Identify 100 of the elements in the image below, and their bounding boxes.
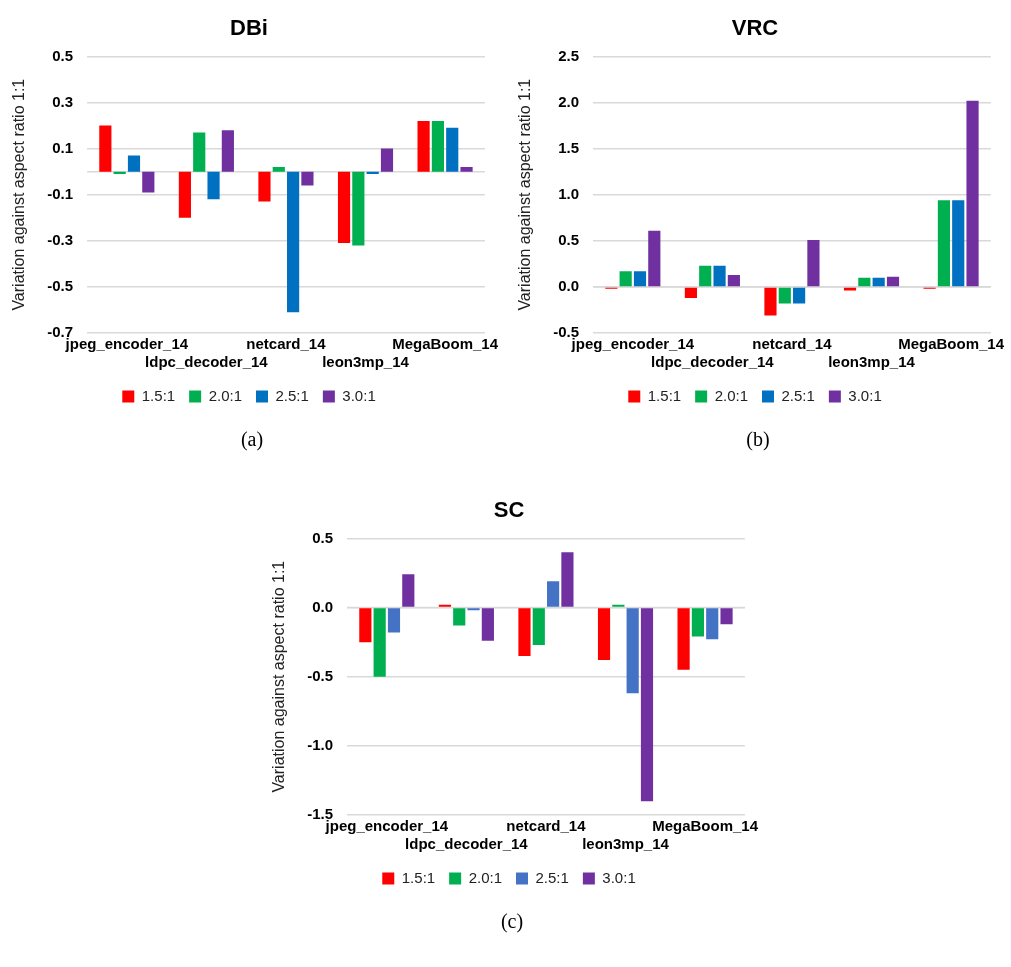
legend-label: 2.5:1 (781, 386, 815, 404)
y-tick-label: -0.3 (47, 230, 74, 248)
bar (966, 100, 979, 287)
bar (561, 552, 574, 607)
bar (99, 125, 112, 172)
x-tick-label: netcard_14 (506, 817, 587, 835)
x-tick-label: netcard_14 (752, 335, 833, 353)
y-tick-label: 0.0 (558, 277, 580, 295)
x-tick-label: leon3mp_14 (582, 835, 670, 853)
bar (633, 271, 647, 287)
chart-title: SC (493, 497, 525, 523)
bar (380, 148, 394, 172)
bar (431, 120, 444, 172)
y-tick-label: -0.7 (47, 323, 74, 341)
bar (467, 608, 480, 611)
bar (142, 171, 155, 193)
legend-label: 2.0:1 (208, 386, 243, 404)
x-tick-label: leon3mp_14 (828, 353, 916, 371)
legend-label: 1.5:1 (401, 868, 436, 886)
legend-label: 1.5:1 (141, 386, 176, 404)
y-tick-label: 1.0 (558, 184, 580, 202)
bar (699, 265, 712, 287)
bar (807, 239, 820, 287)
y-tick-label: -0.5 (553, 323, 580, 341)
x-tick-label: leon3mp_14 (322, 353, 410, 371)
bar (597, 608, 611, 661)
bar (518, 608, 531, 656)
bar (207, 171, 220, 200)
bar (127, 155, 141, 172)
x-tick-label: ldpc_decoder_14 (651, 353, 775, 371)
bar (337, 171, 351, 244)
text: (b) (745, 428, 771, 451)
bar (843, 287, 857, 291)
y-tick-label: 2.5 (558, 46, 580, 64)
x-tick-label: MegaBoom_14 (652, 817, 759, 835)
legend-label: 2.5:1 (535, 868, 569, 886)
y-tick-label: -1.0 (307, 735, 334, 753)
x-tick-label: netcard_14 (246, 335, 327, 353)
y-tick-label: 1.5 (558, 138, 580, 156)
y-tick-label: 0.3 (52, 92, 74, 110)
legend-label: 3.0:1 (848, 386, 882, 404)
legend-label: 3.0:1 (342, 386, 376, 404)
bar (640, 608, 654, 802)
y-tick-label: 0.5 (52, 46, 74, 64)
bar (691, 608, 704, 637)
chart-title: VRC (731, 15, 779, 41)
x-tick-label: ldpc_decoder_14 (405, 835, 529, 853)
y-tick-label: -1.5 (307, 805, 334, 823)
bar (481, 608, 494, 641)
bar (612, 604, 625, 607)
bar (258, 171, 271, 202)
bar (387, 608, 401, 633)
y-tick-label: 2.0 (558, 92, 580, 110)
bar (352, 171, 365, 246)
bar (417, 120, 430, 172)
legend-label: 3.0:1 (602, 868, 636, 886)
chart-title: DBi (230, 15, 268, 41)
bar (221, 130, 234, 172)
y-tick-label: 0.5 (312, 528, 334, 546)
y-tick-label: -0.5 (307, 666, 334, 684)
y-tick-label: 0.1 (52, 138, 74, 156)
text: (a) (239, 428, 265, 451)
bar (460, 167, 473, 172)
bar (453, 608, 466, 626)
bar (727, 274, 740, 287)
bar (706, 608, 719, 640)
legend-label: 2.5:1 (275, 386, 309, 404)
bar (438, 604, 451, 607)
bar (619, 271, 632, 287)
y-axis-title: Variation against aspect ratio 1:1 (270, 560, 288, 793)
bar (778, 287, 791, 304)
bar (626, 608, 639, 694)
bar (648, 230, 661, 287)
y-tick-label: -0.1 (47, 184, 74, 202)
x-tick-label: MegaBoom_14 (898, 335, 1005, 353)
y-tick-label: 0.5 (558, 230, 580, 248)
bar (373, 608, 386, 677)
bar (952, 200, 965, 287)
text: (c) (499, 910, 525, 933)
legend-label: 2.0:1 (468, 868, 503, 886)
legend-label: 1.5:1 (647, 386, 682, 404)
bar (677, 608, 690, 670)
bar (547, 581, 560, 607)
bar (872, 277, 885, 287)
bar (937, 200, 950, 287)
bar (886, 276, 900, 287)
bar (287, 171, 300, 313)
bar (359, 608, 372, 643)
bar (858, 277, 871, 287)
y-axis-title: Variation against aspect ratio 1:1 (10, 78, 28, 311)
bar (532, 608, 545, 645)
y-tick-label: -0.5 (47, 277, 74, 295)
bar (713, 265, 726, 287)
bar (684, 287, 697, 298)
legend-label: 2.0:1 (714, 386, 749, 404)
y-tick-label: 0.0 (312, 597, 334, 615)
bar (272, 167, 285, 172)
bar (301, 171, 314, 186)
bar (402, 574, 415, 607)
bar (178, 171, 191, 218)
